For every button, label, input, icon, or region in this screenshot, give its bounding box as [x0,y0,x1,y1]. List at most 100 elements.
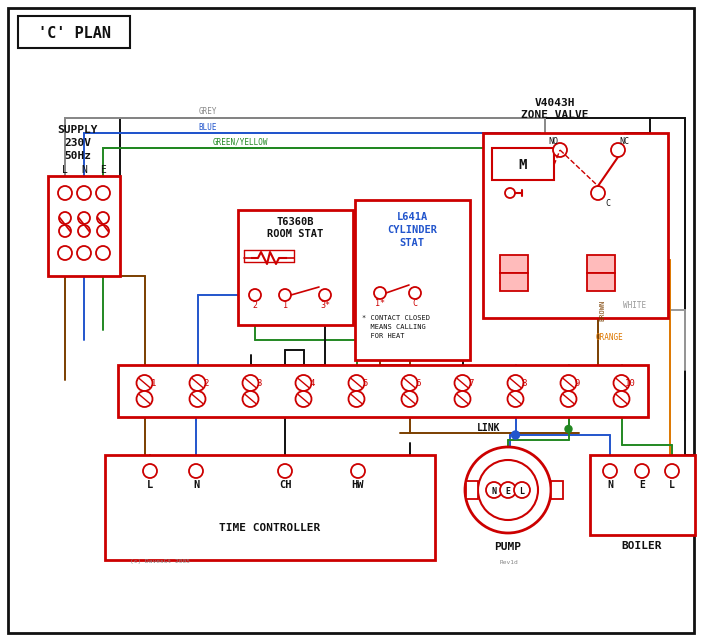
Bar [466,481,478,499]
Bar [492,148,554,180]
Circle shape [136,375,152,391]
Text: L: L [147,480,153,490]
Text: HW: HW [352,480,364,490]
Circle shape [143,464,157,478]
Text: 3*: 3* [320,301,330,310]
Circle shape [508,391,524,407]
Text: * CONTACT CLOSED: * CONTACT CLOSED [362,315,430,321]
Circle shape [96,186,110,200]
Circle shape [514,482,530,498]
Text: M: M [519,158,527,172]
Circle shape [242,375,258,391]
Circle shape [465,447,551,533]
Circle shape [190,391,206,407]
Text: LINK: LINK [477,423,501,433]
Circle shape [508,375,524,391]
Text: L: L [669,480,675,490]
Text: NC: NC [619,137,629,146]
Text: E: E [639,480,645,490]
Circle shape [560,375,576,391]
Bar [590,455,695,535]
Circle shape [59,225,71,237]
Text: N: N [81,165,87,175]
Circle shape [505,188,515,198]
Text: Rev1d: Rev1d [500,560,519,565]
Text: BLUE: BLUE [199,122,217,131]
Text: C: C [413,299,418,308]
Circle shape [454,391,470,407]
Text: 3: 3 [257,379,262,388]
Circle shape [278,464,292,478]
Circle shape [348,391,364,407]
Circle shape [402,375,418,391]
Text: GREEN/YELLOW: GREEN/YELLOW [212,138,267,147]
Circle shape [97,212,109,224]
Circle shape [97,225,109,237]
Text: SUPPLY: SUPPLY [58,125,98,135]
Text: E: E [505,488,510,497]
Text: L641A: L641A [397,212,428,222]
Text: NO: NO [548,137,558,146]
Text: FOR HEAT: FOR HEAT [362,333,404,339]
Circle shape [409,287,421,299]
Circle shape [249,289,261,301]
Text: 2: 2 [204,379,209,388]
Text: L: L [62,165,68,175]
Circle shape [402,391,418,407]
Text: MEANS CALLING: MEANS CALLING [362,324,425,330]
Text: 'C' PLAN: 'C' PLAN [37,26,110,42]
Circle shape [614,391,630,407]
Circle shape [635,464,649,478]
Text: (c) DavesGt 2005: (c) DavesGt 2005 [130,560,190,565]
Circle shape [500,482,516,498]
Text: GREY: GREY [199,108,217,117]
Text: 50Hz: 50Hz [65,151,91,161]
Circle shape [242,391,258,407]
Circle shape [59,212,71,224]
Circle shape [614,375,630,391]
Circle shape [565,426,572,433]
Bar [48,176,120,276]
Text: 4: 4 [310,379,315,388]
Circle shape [478,460,538,520]
Circle shape [77,186,91,200]
Circle shape [351,464,365,478]
Bar [18,16,130,48]
Circle shape [665,464,679,478]
Text: 230V: 230V [65,138,91,148]
Circle shape [553,143,567,157]
Bar [483,133,668,318]
Bar [238,210,353,325]
Circle shape [296,391,312,407]
Text: TIME CONTROLLER: TIME CONTROLLER [219,523,321,533]
Text: WHITE: WHITE [623,301,647,310]
Bar [587,255,615,273]
Text: ORANGE: ORANGE [596,333,624,342]
Bar [500,255,528,273]
Circle shape [58,246,72,260]
Circle shape [374,287,386,299]
Text: STAT: STAT [399,238,425,248]
Text: CYLINDER: CYLINDER [387,225,437,235]
Circle shape [591,186,605,200]
Text: 1: 1 [282,301,288,310]
Circle shape [190,375,206,391]
Text: 7: 7 [469,379,474,388]
Text: L: L [519,488,524,497]
Circle shape [486,482,502,498]
Circle shape [96,246,110,260]
Text: 5: 5 [363,379,368,388]
Circle shape [136,391,152,407]
Text: T6360B: T6360B [277,217,314,227]
Circle shape [77,246,91,260]
Circle shape [78,225,90,237]
Text: BROWN: BROWN [599,299,605,320]
Bar [587,273,615,291]
Bar [105,455,435,560]
Text: 1*: 1* [375,299,385,308]
Text: 1: 1 [151,379,156,388]
Circle shape [611,143,625,157]
Circle shape [296,375,312,391]
Circle shape [560,391,576,407]
Text: 9: 9 [575,379,580,388]
